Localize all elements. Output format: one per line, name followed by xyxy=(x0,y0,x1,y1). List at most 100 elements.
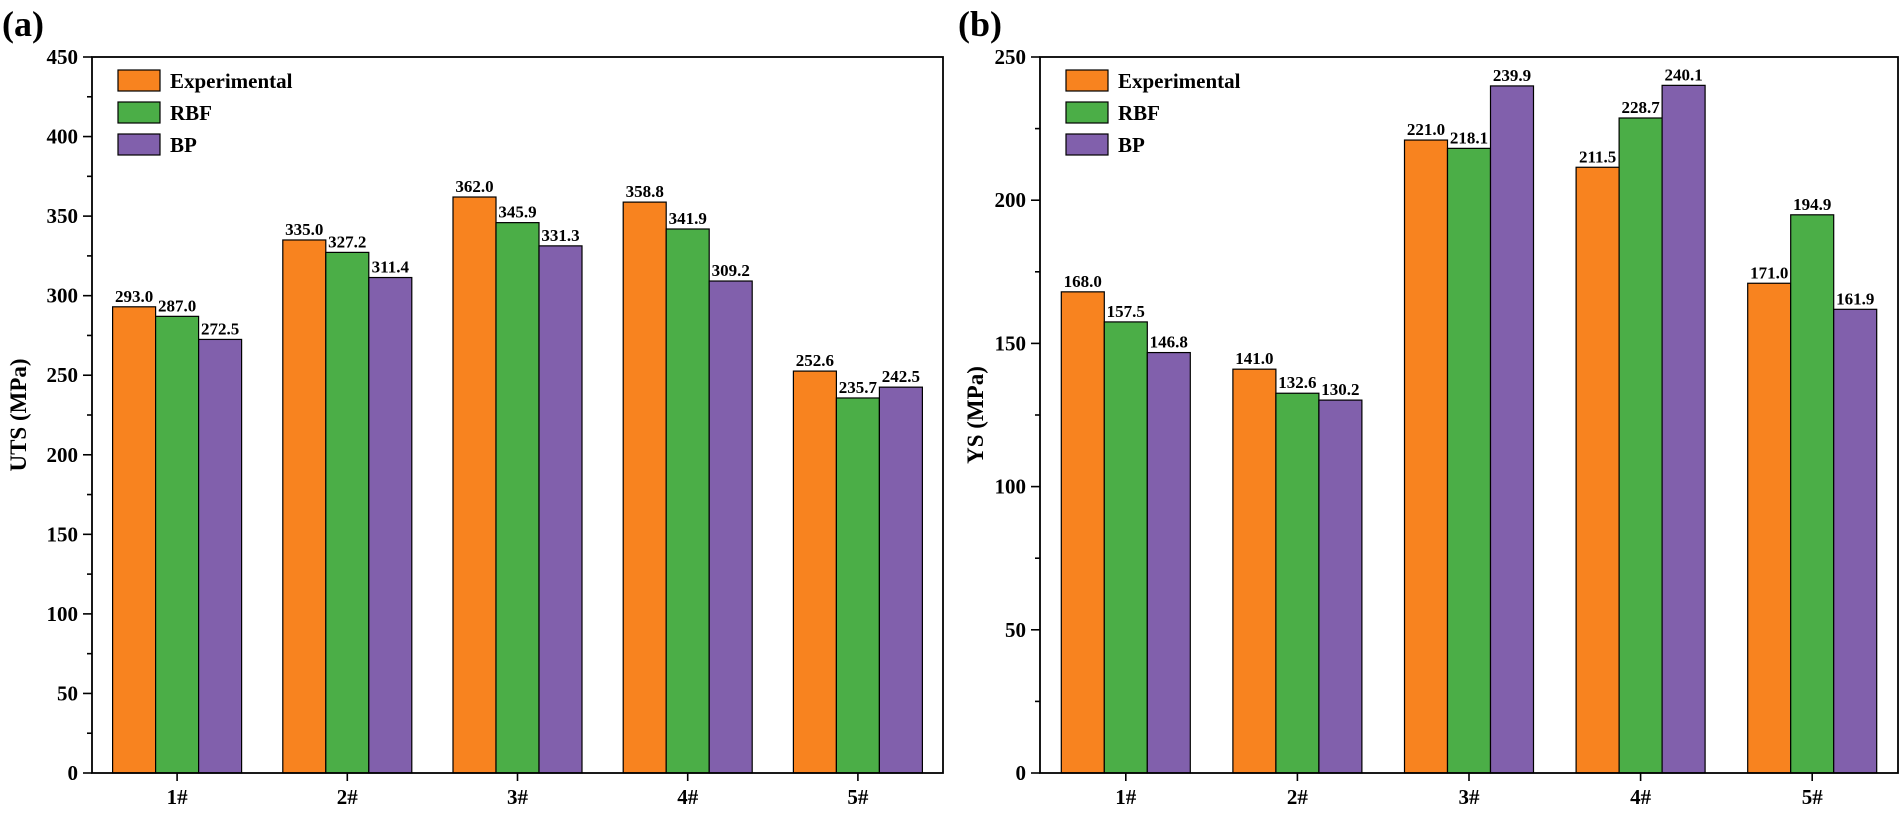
value-label-1-2-2: 239.9 xyxy=(1493,66,1531,85)
x-tick-label-1-1: 2# xyxy=(1287,785,1309,809)
bar-1-1-3 xyxy=(1618,117,1663,774)
y-tick-label-0-0: 0 xyxy=(68,761,79,785)
bar-0-2-0 xyxy=(198,338,243,774)
y-tick-label-0-9: 450 xyxy=(47,45,79,69)
bar-0-2-3 xyxy=(708,280,753,774)
y-tick-label-1-3: 150 xyxy=(995,331,1027,355)
value-label-0-0-2: 362.0 xyxy=(455,177,493,196)
value-label-1-2-4: 161.9 xyxy=(1836,289,1874,308)
legend-swatch-1-0 xyxy=(1065,69,1109,92)
value-label-1-0-4: 171.0 xyxy=(1750,263,1788,282)
value-label-0-1-3: 341.9 xyxy=(669,209,707,228)
y-axis-title-1: YS (MPa) xyxy=(963,366,988,464)
value-label-0-1-1: 327.2 xyxy=(328,232,366,251)
bar-0-1-2 xyxy=(495,222,540,774)
bar-1-0-3 xyxy=(1575,166,1620,774)
bar-0-1-0 xyxy=(155,315,200,774)
x-tick-label-1-2: 3# xyxy=(1459,785,1481,809)
legend-label-0-2: BP xyxy=(170,133,197,157)
legend-swatch-1-2 xyxy=(1065,133,1109,156)
x-tick-label-0-0: 1# xyxy=(167,785,189,809)
x-tick-label-0-2: 3# xyxy=(507,785,529,809)
legend-swatch-0-0 xyxy=(117,69,161,92)
value-label-0-2-4: 242.5 xyxy=(882,367,920,386)
bar-0-0-4 xyxy=(792,370,838,774)
y-tick-label-1-0: 0 xyxy=(1016,761,1027,785)
value-label-0-2-3: 309.2 xyxy=(712,261,750,280)
bar-1-2-1 xyxy=(1318,399,1363,774)
y-tick-label-0-4: 200 xyxy=(47,443,79,467)
value-label-0-1-0: 287.0 xyxy=(158,296,196,315)
bar-1-0-2 xyxy=(1403,139,1449,774)
y-tick-label-1-5: 250 xyxy=(995,45,1027,69)
x-tick-label-1-0: 1# xyxy=(1115,785,1137,809)
x-tick-label-0-1: 2# xyxy=(337,785,359,809)
panel-label-1: (b) xyxy=(958,4,1002,44)
y-tick-label-0-5: 250 xyxy=(47,363,79,387)
value-label-0-2-0: 272.5 xyxy=(201,319,239,338)
bar-0-1-1 xyxy=(325,251,370,774)
value-label-1-1-0: 157.5 xyxy=(1107,302,1145,321)
value-label-1-1-2: 218.1 xyxy=(1450,128,1488,147)
legend-label-1-2: BP xyxy=(1118,133,1145,157)
bar-0-1-4 xyxy=(835,397,881,774)
bar-1-1-1 xyxy=(1275,392,1320,774)
x-tick-label-1-3: 4# xyxy=(1630,785,1652,809)
panel-label-0: (a) xyxy=(2,4,44,44)
value-label-1-2-3: 240.1 xyxy=(1664,65,1702,84)
value-label-1-1-1: 132.6 xyxy=(1278,373,1316,392)
bar-1-2-0 xyxy=(1146,351,1191,774)
y-axis-title-0: UTS (MPa) xyxy=(6,358,31,471)
legend-swatch-1-1 xyxy=(1065,101,1109,124)
bar-1-1-2 xyxy=(1446,147,1492,774)
x-tick-label-1-4: 5# xyxy=(1802,785,1824,809)
legend-swatch-0-2 xyxy=(117,133,161,156)
value-label-1-0-1: 141.0 xyxy=(1235,349,1273,368)
bar-1-0-1 xyxy=(1232,368,1277,774)
legend-label-0-1: RBF xyxy=(170,101,212,125)
bar-0-0-1 xyxy=(282,239,327,774)
value-label-0-1-4: 235.7 xyxy=(839,378,878,397)
y-tick-label-0-2: 100 xyxy=(47,602,79,626)
bar-0-2-2 xyxy=(538,245,583,774)
y-tick-label-0-8: 400 xyxy=(47,125,79,149)
bar-0-1-3 xyxy=(665,228,710,774)
bar-0-0-3 xyxy=(622,201,667,774)
bar-1-2-3 xyxy=(1661,84,1706,774)
bar-1-1-0 xyxy=(1103,321,1148,774)
bar-1-2-2 xyxy=(1489,85,1535,774)
x-tick-label-0-4: 5# xyxy=(847,785,869,809)
legend-label-1-1: RBF xyxy=(1118,101,1160,125)
y-tick-label-0-7: 350 xyxy=(47,204,79,228)
legend-label-1-0: Experimental xyxy=(1118,69,1241,93)
bar-0-2-1 xyxy=(368,276,413,774)
value-label-1-0-0: 168.0 xyxy=(1064,272,1102,291)
legend-label-0-0: Experimental xyxy=(170,69,293,93)
bar-1-0-4 xyxy=(1747,282,1792,774)
bar-1-0-0 xyxy=(1060,291,1105,774)
value-label-0-0-1: 335.0 xyxy=(285,220,323,239)
value-label-0-1-2: 345.9 xyxy=(498,203,536,222)
bar-0-2-4 xyxy=(878,386,924,774)
value-label-1-1-4: 194.9 xyxy=(1793,195,1831,214)
value-label-1-2-1: 130.2 xyxy=(1321,380,1359,399)
value-label-1-1-3: 228.7 xyxy=(1621,98,1660,117)
value-label-1-2-0: 146.8 xyxy=(1150,333,1188,352)
y-tick-label-1-4: 200 xyxy=(995,188,1027,212)
value-label-0-2-2: 331.3 xyxy=(541,226,579,245)
legend-swatch-0-1 xyxy=(117,101,161,124)
y-tick-label-0-1: 50 xyxy=(57,681,78,705)
y-tick-label-0-3: 150 xyxy=(47,522,79,546)
bar-1-1-4 xyxy=(1790,214,1835,774)
value-label-0-0-0: 293.0 xyxy=(115,287,153,306)
value-label-0-2-1: 311.4 xyxy=(372,258,410,277)
y-tick-label-1-2: 100 xyxy=(995,475,1027,499)
bar-1-2-4 xyxy=(1833,308,1878,774)
y-tick-label-1-1: 50 xyxy=(1005,618,1026,642)
value-label-0-0-4: 252.6 xyxy=(796,351,834,370)
y-tick-label-0-6: 300 xyxy=(47,284,79,308)
value-label-0-0-3: 358.8 xyxy=(626,182,664,201)
x-tick-label-0-3: 4# xyxy=(677,785,699,809)
value-label-1-0-2: 221.0 xyxy=(1407,120,1445,139)
